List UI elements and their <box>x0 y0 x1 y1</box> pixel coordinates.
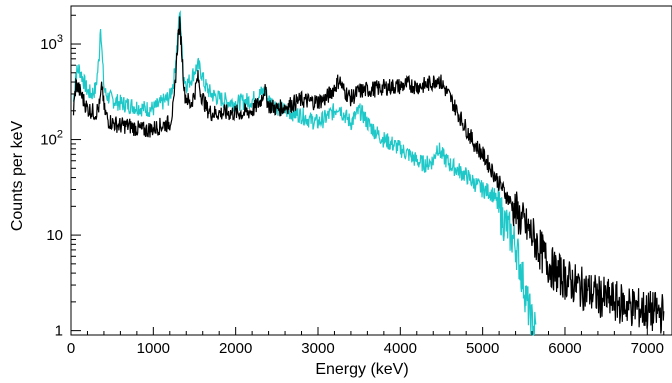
axes-layer: 0 1000 2000 3000 4000 5000 6000 7000 1 10 102 103 <box>40 14 665 357</box>
y-axis-title: Counts per keV <box>9 121 26 232</box>
y-tick-label: 1 <box>55 323 63 340</box>
y-tick-label: 102 <box>40 129 63 149</box>
series-layer <box>72 9 665 336</box>
x-tick-label: 6000 <box>548 340 581 357</box>
x-axis-title: Energy (keV) <box>315 361 408 378</box>
x-tick-label: 5000 <box>466 340 499 357</box>
x-tick-label: 3000 <box>301 340 334 357</box>
x-tick-label: 4000 <box>384 340 417 357</box>
series-line-2 <box>72 16 665 334</box>
x-tick-label: 0 <box>67 340 75 357</box>
y-tick-label: 103 <box>40 33 63 53</box>
x-tick-label: 7000 <box>631 340 664 357</box>
x-tick-label: 1000 <box>137 340 170 357</box>
y-tick-label: 10 <box>46 227 63 244</box>
x-tick-label: 2000 <box>219 340 252 357</box>
series-line-1 <box>72 9 537 336</box>
